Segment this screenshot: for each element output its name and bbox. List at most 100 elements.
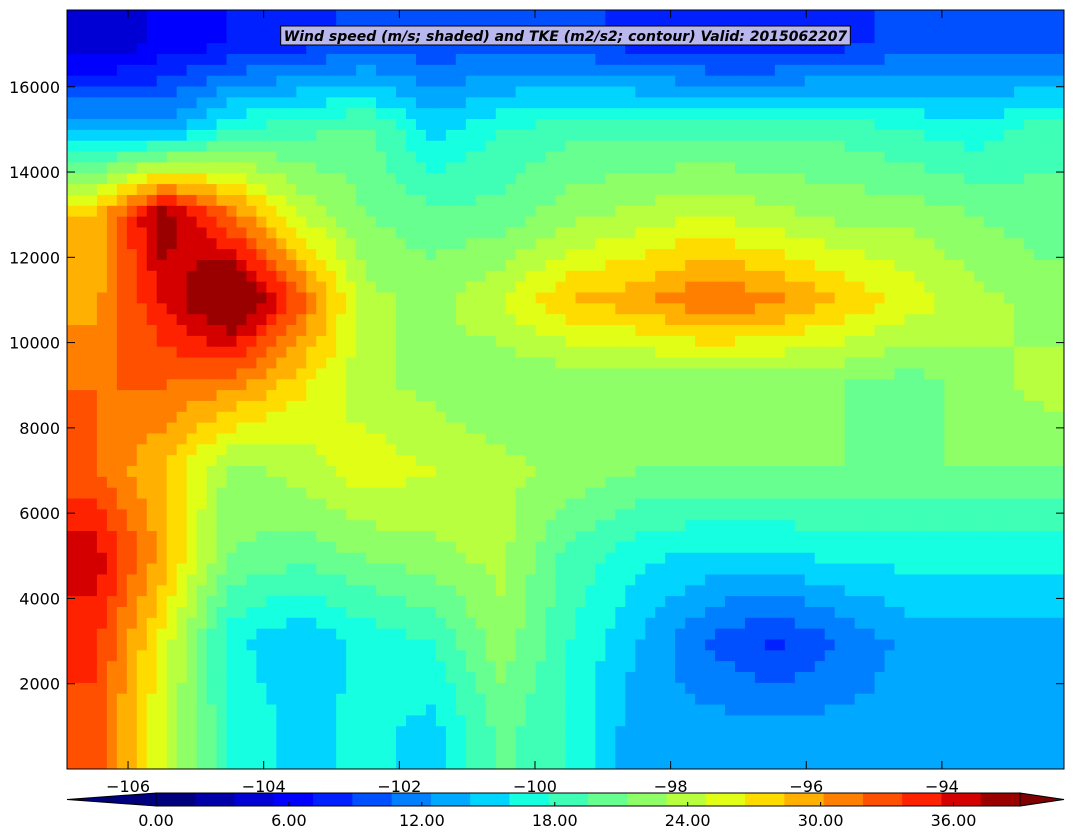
field-cell <box>864 281 876 293</box>
field-cell <box>86 302 98 315</box>
field-cell <box>206 693 218 705</box>
field-cell <box>396 432 407 445</box>
field-cell <box>445 584 457 597</box>
field-cell <box>366 302 377 315</box>
field-cell <box>814 346 826 358</box>
field-cell <box>764 302 776 315</box>
field-cell <box>126 638 138 651</box>
field-cell <box>685 302 696 315</box>
field-cell <box>954 313 965 326</box>
field-cell <box>196 476 208 488</box>
field-cell <box>366 628 377 640</box>
field-cell <box>1004 302 1015 315</box>
field-cell <box>1014 497 1025 510</box>
field-cell <box>894 595 906 607</box>
field-cell <box>784 671 796 683</box>
field-cell <box>565 443 577 456</box>
field-cell <box>96 411 108 423</box>
field-cell <box>774 454 786 466</box>
field-cell <box>864 584 876 597</box>
field-cell <box>685 671 696 683</box>
field-cell <box>425 281 437 293</box>
field-cell <box>705 367 716 380</box>
field-cell <box>605 389 616 401</box>
field-cell <box>954 389 965 401</box>
field-cell <box>525 281 537 293</box>
field-cell <box>904 725 916 738</box>
field-cell <box>166 725 178 738</box>
field-cell <box>495 378 507 391</box>
field-cell <box>475 714 487 727</box>
field-cell <box>635 270 646 282</box>
field-cell <box>455 497 467 510</box>
field-cell <box>1044 411 1055 423</box>
field-cell <box>356 454 367 466</box>
field-cell <box>126 335 138 347</box>
field-cell <box>445 519 457 532</box>
field-cell <box>415 758 427 769</box>
field-cell <box>505 378 517 391</box>
field-cell <box>834 454 846 466</box>
field-cell <box>156 226 168 239</box>
field-cell <box>874 237 886 250</box>
field-cell <box>994 248 1005 260</box>
field-cell <box>595 595 606 607</box>
field-cell <box>206 270 218 282</box>
field-cell <box>705 248 716 260</box>
field-cell <box>67 638 78 651</box>
field-cell <box>904 693 916 705</box>
field-cell <box>435 725 447 738</box>
field-cell <box>296 443 307 456</box>
field-cell <box>296 378 307 391</box>
field-cell <box>605 465 616 477</box>
field-cell <box>256 693 267 705</box>
field-cell <box>844 270 856 282</box>
field-cell <box>884 573 896 586</box>
field-cell <box>376 638 387 651</box>
field-cell <box>485 487 497 499</box>
field-cell <box>186 714 198 727</box>
field-cell <box>316 758 327 769</box>
field-cell <box>784 432 796 445</box>
field-cell <box>286 367 297 380</box>
field-cell <box>445 736 457 748</box>
field-cell <box>445 422 457 434</box>
field-cell <box>655 443 666 456</box>
field-cell <box>675 237 686 250</box>
field-cell <box>1004 476 1015 488</box>
field-cell <box>744 703 756 716</box>
field-cell <box>86 617 98 629</box>
field-cell <box>844 454 856 466</box>
field-cell <box>475 508 487 521</box>
field-cell <box>784 313 796 326</box>
field-cell <box>336 703 347 716</box>
field-cell <box>86 606 98 618</box>
field-cell <box>525 628 537 640</box>
field-cell <box>844 324 856 336</box>
field-cell <box>136 552 148 564</box>
field-cell <box>605 367 616 380</box>
field-cell <box>415 519 427 532</box>
field-cell <box>286 552 297 564</box>
field-cell <box>1024 573 1035 586</box>
field-cell <box>176 562 188 575</box>
field-cell <box>585 497 597 510</box>
field-cell <box>236 411 248 423</box>
field-cell <box>675 638 686 651</box>
field-cell <box>405 736 417 748</box>
field-cell <box>465 356 477 369</box>
field-cell <box>326 508 337 521</box>
field-cell <box>605 714 616 727</box>
field-cell <box>615 226 626 239</box>
field-cell <box>545 606 557 618</box>
field-cell <box>326 725 337 738</box>
field-cell <box>186 595 198 607</box>
field-cell <box>156 497 168 510</box>
field-cell <box>306 422 317 434</box>
field-cell <box>306 411 317 423</box>
field-cell <box>445 497 457 510</box>
field-cell <box>1004 356 1015 369</box>
field-cell <box>744 660 756 673</box>
field-cell <box>794 400 806 412</box>
field-cell <box>256 422 267 434</box>
